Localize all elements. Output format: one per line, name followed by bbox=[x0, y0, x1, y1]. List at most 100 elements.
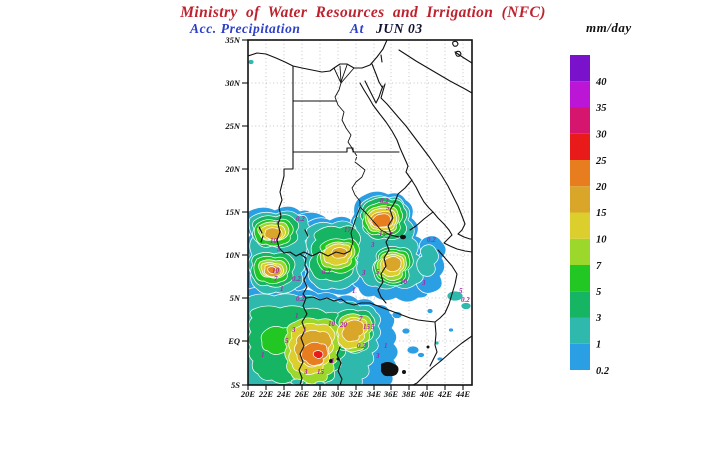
level-25 bbox=[312, 350, 324, 359]
contour-label: 5 bbox=[285, 337, 289, 345]
lake-tana bbox=[400, 234, 406, 240]
contour-label: 1 bbox=[384, 342, 388, 350]
contour-label: 15 bbox=[363, 323, 371, 331]
precip-shading bbox=[248, 59, 472, 385]
x-axis-label: 44E bbox=[455, 389, 471, 399]
mediterranean-coast bbox=[248, 40, 388, 73]
arabian-coast bbox=[380, 83, 472, 240]
subtitle: Acc. Precipitation bbox=[189, 21, 301, 36]
blue-nile bbox=[359, 206, 400, 238]
y-axis-label: 5N bbox=[230, 293, 241, 303]
y-axis-label: EQ bbox=[227, 336, 240, 346]
contour-label: 15 bbox=[379, 230, 387, 238]
colorbar-segment bbox=[570, 317, 590, 344]
y-axis-label: 25N bbox=[224, 121, 241, 131]
sudan-interior-border bbox=[295, 250, 351, 257]
contour-label: 1 bbox=[352, 287, 356, 295]
x-axis-label: 28E bbox=[312, 389, 328, 399]
sudan-ethiopia-border bbox=[377, 179, 413, 304]
colorbar-label: 10 bbox=[596, 235, 607, 246]
contour-label: 3 bbox=[303, 368, 308, 376]
colorbar-label: 25 bbox=[595, 156, 607, 167]
contour-label: 17 bbox=[344, 226, 352, 234]
colorbar-segment bbox=[570, 343, 590, 370]
subtitle-date: JUN 03 bbox=[375, 21, 423, 36]
drc-border bbox=[298, 297, 308, 385]
x-axis-label: 30E bbox=[330, 389, 346, 399]
colorbar-segment bbox=[570, 55, 590, 82]
page-title: Ministry of Water Resources and Irrigati… bbox=[179, 4, 546, 21]
jebel-marra-marks bbox=[258, 226, 309, 243]
contour-label: 0.2 bbox=[296, 215, 305, 223]
x-axis-label: 34E bbox=[366, 389, 382, 399]
colorbar-label: 7 bbox=[596, 261, 602, 272]
colorbar: 0.2 1 3 5 7 10 15 20 25 30 35 40 bbox=[570, 55, 610, 377]
x-axis-label: 32E bbox=[348, 389, 364, 399]
axis-ticks bbox=[242, 39, 464, 390]
contour-label: 3 bbox=[276, 245, 281, 253]
contour-label: 0.2 bbox=[461, 296, 470, 304]
contour-label: 0.2 bbox=[322, 268, 331, 276]
libya-chad-sudan-border bbox=[276, 151, 294, 249]
contour-label: 7 bbox=[389, 231, 393, 239]
contour-label: 5 bbox=[376, 268, 380, 276]
x-axis-label: 40E bbox=[419, 389, 435, 399]
y-axis-label: 35N bbox=[224, 35, 241, 45]
x-axis-label: 42E bbox=[437, 389, 453, 399]
colorbar-label: 5 bbox=[596, 287, 601, 298]
somalia-coast bbox=[412, 335, 472, 385]
red-sea-african-coast bbox=[359, 82, 472, 253]
colorbar-label: 0.2 bbox=[596, 366, 610, 377]
subtitle-at: At bbox=[349, 21, 365, 36]
lakes bbox=[329, 234, 430, 377]
contour-label: 3 bbox=[370, 241, 375, 249]
contour-label: 1 bbox=[303, 326, 307, 334]
colorbar-label: 40 bbox=[595, 77, 607, 88]
y-axis-label: 10N bbox=[225, 250, 241, 260]
contour-labels: 7 0.2 10 3 10 7 0.2 1 0.2 0.2 17 0.2 5 1… bbox=[261, 197, 470, 376]
contour-label: 1 bbox=[331, 357, 335, 365]
colorbar-segment bbox=[570, 265, 590, 292]
egypt-sudan-border bbox=[292, 147, 400, 153]
contour-label: 10 bbox=[270, 237, 278, 245]
scattered-cells bbox=[248, 59, 472, 385]
x-axis-label: 22E bbox=[258, 389, 274, 399]
uganda-kenya-border bbox=[336, 346, 343, 385]
colorbar-segment bbox=[570, 291, 590, 318]
colorbar-label: 20 bbox=[595, 182, 607, 193]
contour-label: 7 bbox=[276, 218, 280, 226]
y-axis-label: 5S bbox=[231, 380, 240, 390]
contour-label: 20 bbox=[339, 321, 348, 329]
levant-borders bbox=[371, 49, 472, 94]
x-axis-label: 38E bbox=[401, 389, 417, 399]
geography bbox=[248, 40, 472, 385]
x-axis-label: 24E bbox=[276, 389, 292, 399]
islands bbox=[452, 40, 462, 57]
contour-label: 5 bbox=[459, 287, 463, 295]
contour-label: 1 bbox=[295, 312, 299, 320]
colorbar-segment bbox=[570, 133, 590, 160]
contour-label: 0.2 bbox=[357, 342, 366, 350]
y-axis-label: 20N bbox=[224, 164, 241, 174]
contour-label: 10 bbox=[328, 320, 336, 328]
x-axis-label: 26E bbox=[294, 389, 310, 399]
contour-label: 0.2 bbox=[427, 236, 436, 244]
equatorial-borders bbox=[305, 296, 436, 323]
contour-label: 1 bbox=[280, 285, 284, 293]
sinai bbox=[364, 80, 384, 104]
contour-label: 5 bbox=[371, 323, 375, 331]
contour-label: 3 bbox=[421, 279, 426, 287]
ethiopia-somalia-border bbox=[434, 249, 458, 323]
colorbar-segment bbox=[570, 238, 590, 265]
lake-nasser bbox=[351, 148, 358, 163]
contour-label: 3 bbox=[291, 326, 296, 334]
nile-sudan bbox=[349, 161, 366, 252]
contour-label: 10 bbox=[272, 267, 280, 275]
nile-delta bbox=[333, 64, 355, 84]
colorbar-label: 35 bbox=[595, 103, 607, 114]
colorbar-label: 30 bbox=[595, 130, 607, 141]
contour-label: 1 bbox=[261, 351, 265, 359]
contour-label: 3 bbox=[361, 269, 366, 277]
colorbar-label: 1 bbox=[596, 340, 601, 351]
